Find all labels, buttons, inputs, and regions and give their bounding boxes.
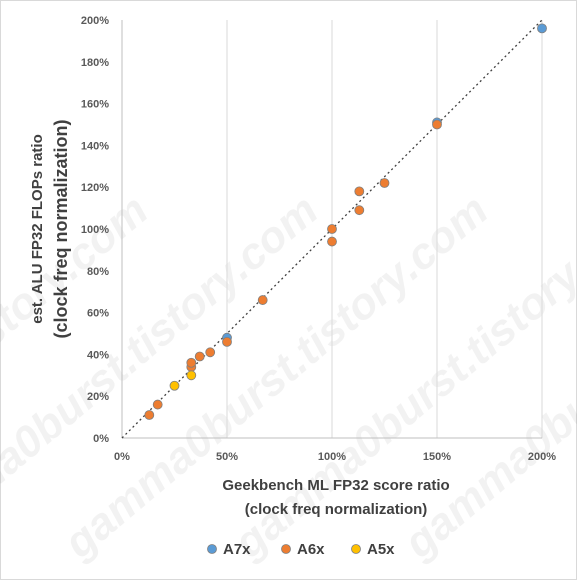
legend-marker-a5x — [351, 544, 361, 554]
x-tick-label: 200% — [528, 451, 556, 463]
data-point-a6x — [194, 351, 205, 362]
legend-label-a7x: A7x — [223, 541, 251, 558]
legend-label-a6x: A6x — [297, 541, 325, 558]
x-tick-label: 50% — [216, 451, 238, 463]
data-point-a6x — [186, 357, 197, 368]
y-tick-label: 100% — [81, 224, 109, 236]
y-tick-label: 160% — [81, 99, 109, 111]
data-point-a7x — [537, 23, 547, 34]
data-point-a6x — [327, 236, 337, 247]
y-tick-label: 0% — [93, 433, 109, 445]
data-point-a6x — [354, 205, 365, 216]
axes — [121, 20, 542, 439]
y-tick-label: 120% — [81, 182, 109, 194]
x-axis-subtitle: (clock freq normalization) — [245, 501, 428, 518]
y-tick-label: 180% — [81, 57, 109, 69]
data-point-a6x — [327, 224, 337, 234]
y-tick-label: 60% — [87, 308, 109, 320]
data-point-a6x — [257, 295, 268, 305]
y-tick-label: 140% — [81, 140, 109, 152]
data-point-a6x — [205, 347, 216, 358]
data-point-a5x — [186, 370, 197, 381]
axis-labels: Geekbench ML FP32 score ratio (clock freq… — [29, 119, 450, 518]
tick-labels: 0% 50% 100% 150% 200% 0% 20% 40% 60% 80% 100% 120% 1… — [81, 15, 556, 463]
y-tick-label: 200% — [81, 15, 109, 27]
data-point-a6x — [379, 178, 390, 188]
legend-marker-a7x — [207, 544, 217, 554]
y-tick-label: 20% — [87, 391, 109, 403]
y-tick-label: 40% — [87, 349, 109, 361]
x-axis-title: Geekbench ML FP32 score ratio — [222, 477, 449, 494]
grid-lines — [226, 20, 543, 438]
x-tick-label: 0% — [114, 451, 130, 463]
y-axis-subtitle: (clock freq normalization) — [51, 119, 71, 338]
x-tick-label: 150% — [423, 451, 451, 463]
data-point-a6x — [354, 186, 365, 197]
data-point-a6x — [222, 336, 232, 347]
data-point-a6x — [432, 119, 442, 130]
data-point-a6x — [144, 410, 155, 420]
data-point-a6x — [152, 399, 163, 410]
y-axis-title: est. ALU FP32 FLOPs ratio — [29, 134, 46, 324]
legend-label-a5x: A5x — [367, 541, 395, 558]
data-point-a5x — [169, 380, 180, 391]
x-tick-label: 100% — [318, 451, 346, 463]
legend: A7x A6x A5x — [207, 541, 395, 558]
y-tick-label: 80% — [87, 266, 109, 278]
legend-marker-a6x — [281, 544, 291, 554]
data-points — [144, 23, 547, 420]
